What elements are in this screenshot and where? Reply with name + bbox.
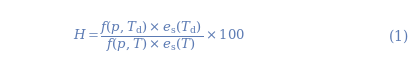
Text: $(1)$: $(1)$	[388, 28, 409, 45]
Text: $H = \dfrac{f\left(p,T_{\mathrm{d}}\right) \times e_{\mathrm{s}}\left(T_{\mathrm: $H = \dfrac{f\left(p,T_{\mathrm{d}}\righ…	[73, 19, 245, 54]
